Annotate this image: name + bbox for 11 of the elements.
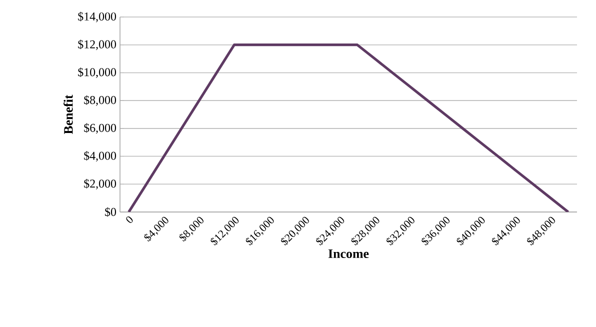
y-tick-label: $10,000 bbox=[78, 67, 116, 78]
y-tick-label: $0 bbox=[105, 207, 116, 217]
y-tick-label: $12,000 bbox=[78, 40, 116, 50]
y-axis-title: Benefit bbox=[64, 94, 73, 134]
y-tick-label: $14,000 bbox=[78, 12, 116, 22]
x-tick-label: 0 bbox=[126, 216, 133, 223]
y-tick-label: $4,000 bbox=[84, 151, 116, 162]
y-tick-label: $8,000 bbox=[84, 95, 116, 106]
y-tick-label: $2,000 bbox=[84, 178, 116, 190]
x-axis-title: Income bbox=[328, 249, 369, 258]
y-tick-label: $6,000 bbox=[84, 123, 116, 134]
